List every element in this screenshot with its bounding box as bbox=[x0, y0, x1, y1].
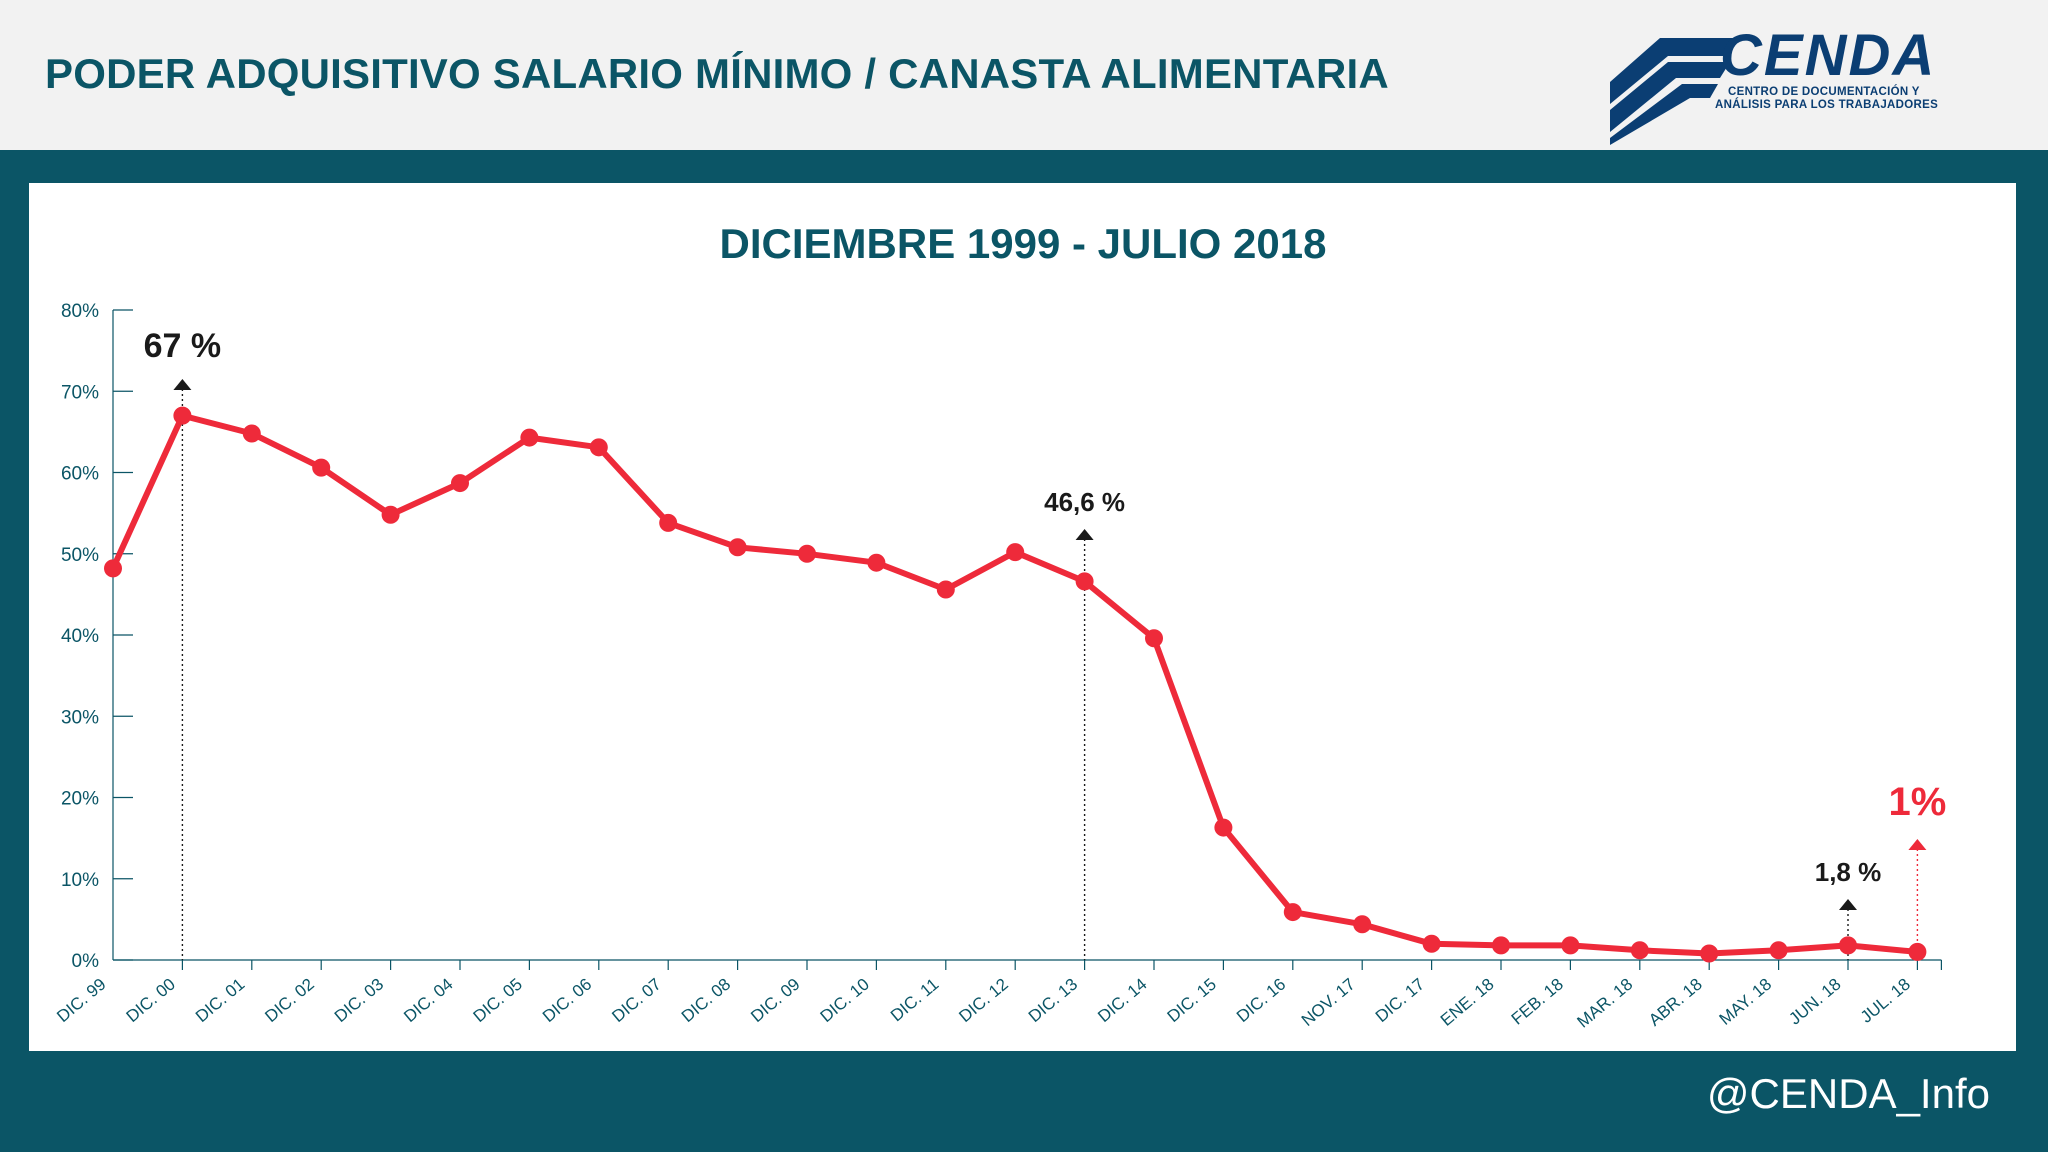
y-tick-label: 20% bbox=[61, 789, 99, 810]
x-tick-label: DIC. 11 bbox=[887, 975, 942, 1026]
data-point bbox=[1630, 941, 1649, 960]
y-tick-label: 10% bbox=[61, 870, 99, 891]
data-point bbox=[1353, 915, 1372, 934]
annotations: 67 % 46,6 % 1,8 % 1% bbox=[144, 327, 1946, 910]
series-layer bbox=[104, 406, 1927, 963]
page-title: PODER ADQUISITIVO SALARIO MÍNIMO / CANAS… bbox=[45, 50, 1389, 97]
x-tick-label: JUN. 18 bbox=[1785, 975, 1844, 1029]
x-tick-label: DIC. 08 bbox=[678, 975, 734, 1027]
cenda-logo-mark-icon bbox=[1610, 38, 1740, 145]
annotation-arrow-icon bbox=[173, 379, 192, 390]
y-tick-label: 30% bbox=[61, 707, 99, 728]
data-point bbox=[520, 428, 539, 447]
axes: 0% 10% 20% 30% 40% 50% 60% 70% 80% DIC. 99 DIC. 00… bbox=[53, 301, 1943, 1032]
x-tick-label: DIC. 10 bbox=[817, 975, 873, 1027]
data-point bbox=[451, 474, 469, 493]
x-tick-label: DIC. 99 bbox=[53, 975, 109, 1027]
data-point bbox=[1561, 936, 1580, 955]
cenda-logo: CENDA CENTRO DE DOCUMENTACIÓN Y ANÁLISIS… bbox=[1600, 20, 2000, 145]
data-point bbox=[589, 438, 608, 457]
annotation-arrow-icon bbox=[1908, 839, 1927, 850]
x-tick-label: ENE. 18 bbox=[1437, 975, 1498, 1030]
logo-wordmark: CENDA bbox=[1720, 23, 1937, 88]
data-point bbox=[1145, 629, 1163, 648]
chart-card: DICIEMBRE 1999 - JULIO 2018 0% 10% 20% 30% 4… bbox=[29, 183, 2016, 1051]
x-tick-label: DIC. 13 bbox=[1025, 975, 1081, 1027]
x-tick-label: JUL. 18 bbox=[1857, 975, 1914, 1027]
data-point bbox=[381, 505, 400, 524]
y-tick-label: 80% bbox=[61, 301, 99, 322]
data-point bbox=[936, 580, 955, 599]
data-point bbox=[242, 424, 261, 443]
data-point bbox=[312, 458, 331, 477]
x-tick-label: DIC. 09 bbox=[747, 975, 803, 1027]
data-point bbox=[1283, 903, 1302, 922]
x-tick-label: FEB. 18 bbox=[1508, 975, 1567, 1029]
chart-title: DICIEMBRE 1999 - JULIO 2018 bbox=[720, 220, 1327, 267]
header-bar: PODER ADQUISITIVO SALARIO MÍNIMO / CANAS… bbox=[0, 0, 2048, 150]
annotation-label: 67 % bbox=[144, 327, 222, 365]
x-tick-label: DIC. 06 bbox=[539, 975, 595, 1027]
data-point bbox=[1214, 818, 1233, 837]
logo-subtitle-line1: CENTRO DE DOCUMENTACIÓN Y bbox=[1728, 86, 1920, 98]
data-point bbox=[1839, 936, 1857, 955]
x-tick-label: DIC. 14 bbox=[1094, 975, 1150, 1027]
data-point bbox=[1769, 941, 1788, 960]
series-line bbox=[110, 412, 1921, 957]
annotation-arrow-icon bbox=[1839, 899, 1857, 910]
annotation-label: 46,6 % bbox=[1044, 487, 1125, 517]
data-point bbox=[1006, 543, 1025, 562]
x-tick-label: DIC. 00 bbox=[123, 975, 179, 1027]
x-tick-label: ABR. 18 bbox=[1645, 975, 1706, 1030]
x-tick-label: DIC. 04 bbox=[400, 975, 456, 1027]
x-tick-label: DIC. 12 bbox=[955, 975, 1011, 1027]
x-tick-label: DIC. 16 bbox=[1233, 975, 1289, 1027]
data-point bbox=[1075, 572, 1094, 591]
data-point bbox=[173, 406, 192, 425]
x-tick-label: DIC. 02 bbox=[261, 975, 317, 1027]
y-tick-label: 50% bbox=[61, 545, 99, 566]
x-tick-label: DIC. 07 bbox=[608, 975, 664, 1027]
x-tick-label: DIC. 15 bbox=[1164, 975, 1220, 1027]
x-tick-label: DIC. 05 bbox=[470, 975, 526, 1027]
line-chart: DICIEMBRE 1999 - JULIO 2018 0% 10% 20% 30% 4… bbox=[53, 220, 1946, 1032]
x-tick-label: NOV. 17 bbox=[1298, 975, 1359, 1030]
annotation-arrow-icon bbox=[1075, 529, 1094, 540]
y-tick-label: 70% bbox=[61, 382, 99, 403]
data-point bbox=[728, 538, 747, 557]
x-tick-label: MAY. 18 bbox=[1716, 975, 1776, 1029]
annotation-label: 1% bbox=[1888, 780, 1946, 824]
logo-subtitle-line2: ANÁLISIS PARA LOS TRABAJADORES bbox=[1715, 99, 1939, 111]
data-point bbox=[659, 513, 678, 532]
data-point bbox=[1422, 934, 1441, 953]
annotation-label: 1,8 % bbox=[1815, 857, 1882, 887]
x-tick-label: DIC. 01 bbox=[192, 975, 248, 1027]
data-point bbox=[1700, 944, 1719, 963]
y-tick-label: 0% bbox=[72, 951, 100, 972]
data-point bbox=[1908, 942, 1927, 961]
annotation-leaders bbox=[181, 389, 1919, 960]
data-point bbox=[867, 553, 886, 572]
x-tick-label: DIC. 17 bbox=[1372, 975, 1428, 1027]
x-tick-label: MAR. 18 bbox=[1573, 975, 1636, 1032]
data-point bbox=[798, 544, 816, 563]
y-tick-label: 60% bbox=[61, 464, 99, 485]
x-tick-label: DIC. 03 bbox=[331, 975, 387, 1027]
data-point bbox=[104, 559, 122, 578]
social-handle: @CENDA_Info bbox=[1706, 1070, 1990, 1117]
data-point bbox=[1492, 936, 1510, 955]
y-tick-label: 40% bbox=[61, 626, 99, 647]
